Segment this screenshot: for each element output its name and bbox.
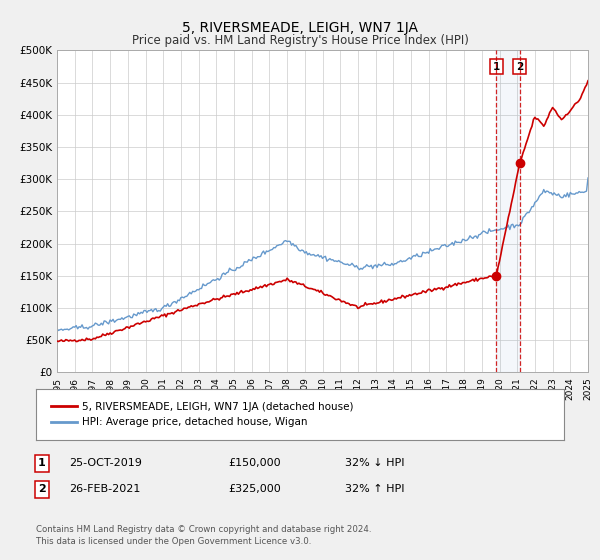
Text: 25-OCT-2019: 25-OCT-2019: [69, 458, 142, 468]
Text: 2: 2: [516, 62, 523, 72]
Text: £150,000: £150,000: [228, 458, 281, 468]
Text: 32% ↑ HPI: 32% ↑ HPI: [345, 484, 404, 494]
Text: £325,000: £325,000: [228, 484, 281, 494]
Text: 2: 2: [38, 484, 46, 494]
Legend: 5, RIVERSMEADE, LEIGH, WN7 1JA (detached house), HPI: Average price, detached ho: 5, RIVERSMEADE, LEIGH, WN7 1JA (detached…: [46, 398, 358, 431]
Text: 1: 1: [38, 458, 46, 468]
Text: Contains HM Land Registry data © Crown copyright and database right 2024.
This d: Contains HM Land Registry data © Crown c…: [36, 525, 371, 546]
Text: Price paid vs. HM Land Registry's House Price Index (HPI): Price paid vs. HM Land Registry's House …: [131, 34, 469, 46]
Bar: [496, 50, 520, 372]
Text: 32% ↓ HPI: 32% ↓ HPI: [345, 458, 404, 468]
Text: 26-FEB-2021: 26-FEB-2021: [69, 484, 140, 494]
Text: 1: 1: [493, 62, 500, 72]
Text: 5, RIVERSMEADE, LEIGH, WN7 1JA: 5, RIVERSMEADE, LEIGH, WN7 1JA: [182, 21, 418, 35]
